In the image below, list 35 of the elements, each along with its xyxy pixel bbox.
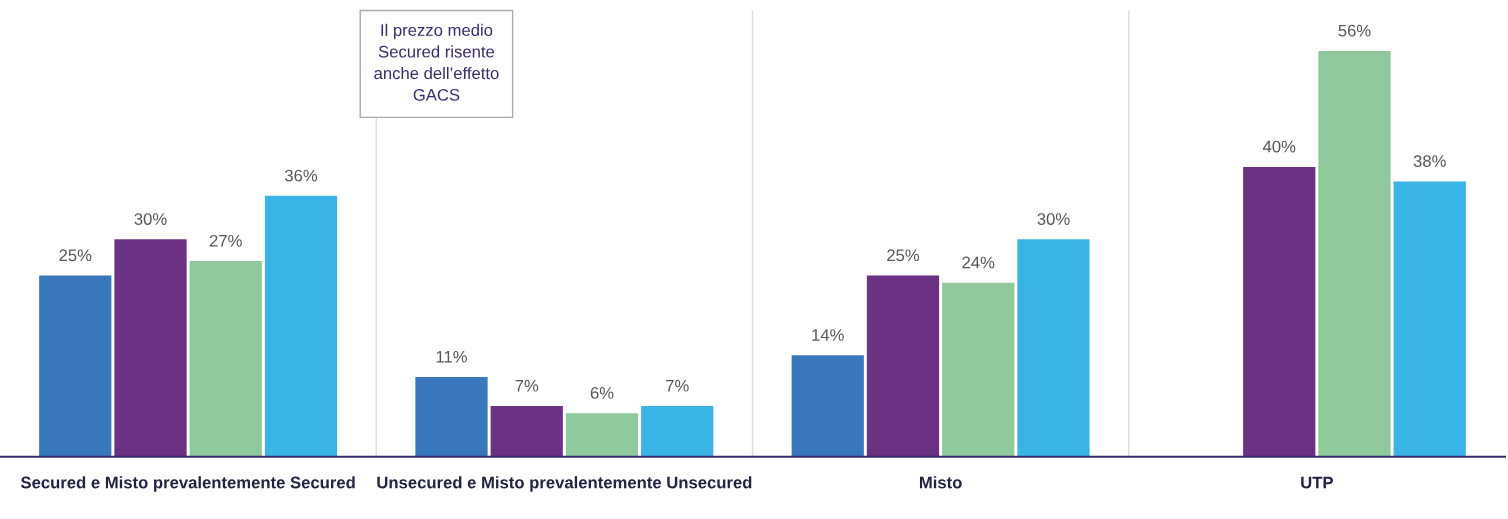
bar	[1318, 50, 1391, 457]
bar	[264, 195, 338, 457]
x-tick-label: UTP	[1301, 476, 1333, 489]
bar	[791, 355, 864, 457]
x-tick-label: Misto	[919, 476, 962, 489]
bar	[1243, 166, 1316, 457]
bar	[1017, 239, 1090, 457]
bar	[490, 406, 563, 457]
bar	[866, 275, 940, 457]
data-label: 14%	[812, 329, 844, 341]
data-label: 24%	[962, 256, 995, 269]
data-label: 25%	[59, 249, 92, 262]
bar	[189, 261, 262, 457]
data-label: 6%	[590, 387, 614, 399]
bar	[942, 282, 1015, 457]
bar	[415, 377, 488, 457]
data-label: 40%	[1262, 140, 1296, 153]
data-label: 56%	[1338, 24, 1371, 37]
x-tick-label: Unsecured e Misto prevalentemente Unsecured	[377, 476, 752, 492]
bar	[565, 413, 639, 457]
data-label: 25%	[887, 249, 920, 262]
bar	[1393, 181, 1466, 457]
data-label: 11%	[436, 350, 467, 363]
bar	[114, 239, 187, 457]
x-tick-label: Secured e Misto prevalentemente Secured	[20, 476, 355, 492]
data-label: 30%	[1037, 213, 1070, 225]
bar	[39, 275, 112, 457]
data-label: 36%	[284, 169, 318, 182]
data-label: 30%	[134, 213, 167, 225]
annotation: Il prezzo medio Secured risente anche dell’effetto GACS	[374, 23, 499, 101]
data-label: 7%	[515, 379, 539, 392]
data-label: 27%	[209, 234, 242, 247]
bar	[641, 406, 714, 457]
data-label: 38%	[1413, 155, 1446, 167]
data-label: 7%	[666, 379, 689, 392]
